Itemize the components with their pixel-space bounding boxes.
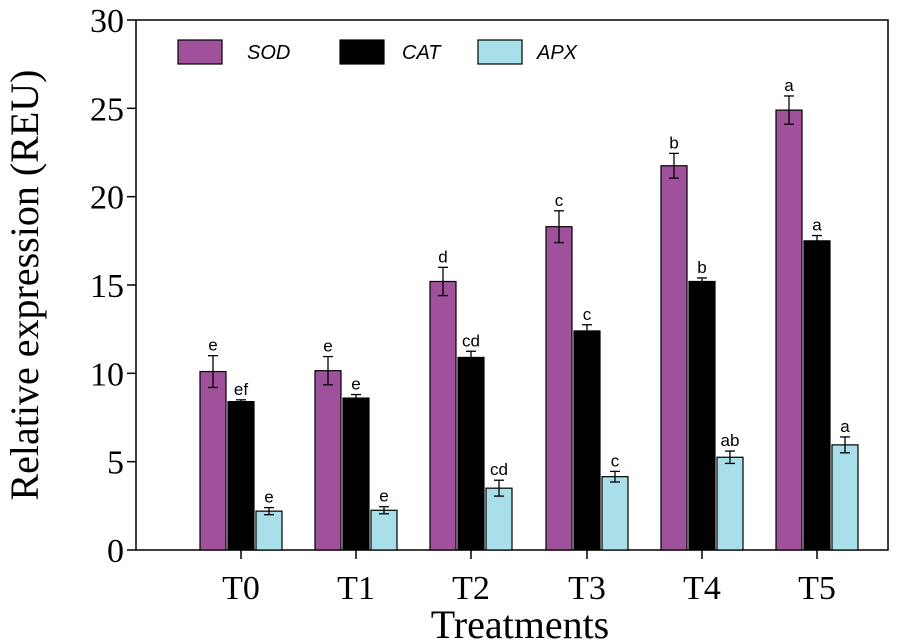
- significance-label: c: [583, 305, 592, 324]
- bar-cat: [688, 280, 716, 551]
- significance-label: c: [611, 451, 620, 470]
- error-bar-apx: [725, 450, 735, 465]
- error-bar-cat: [466, 350, 476, 365]
- x-tick-label: T5: [798, 570, 836, 607]
- y-tick-label: 10: [90, 356, 124, 393]
- significance-label: a: [840, 417, 850, 436]
- legend-label: SOD: [247, 42, 290, 64]
- x-tick-label: T2: [452, 570, 490, 607]
- bar-sod: [545, 226, 573, 551]
- error-bar-sod: [784, 95, 794, 125]
- y-tick-label: 5: [107, 445, 124, 482]
- bar-cat: [573, 330, 601, 551]
- error-bar-sod: [323, 355, 333, 386]
- x-tick-label: T0: [222, 570, 260, 607]
- y-tick-label: 20: [90, 180, 124, 217]
- x-axis-title: Treatments: [431, 602, 610, 643]
- significance-label: e: [264, 488, 273, 507]
- significance-label: cd: [490, 460, 508, 479]
- significance-label: a: [812, 216, 822, 235]
- significance-label: ab: [721, 431, 740, 450]
- error-bar-sod: [554, 210, 564, 244]
- error-bar-cat: [582, 324, 592, 338]
- error-bar-cat: [236, 399, 246, 405]
- bar-apx: [485, 487, 513, 551]
- error-bar-sod: [208, 355, 218, 389]
- bar-apx: [370, 509, 398, 551]
- bar-apx: [831, 444, 859, 551]
- legend-label: APX: [536, 42, 578, 64]
- significance-label: ef: [234, 380, 248, 399]
- bar-sod: [199, 370, 227, 551]
- significance-label: e: [323, 337, 332, 356]
- bar-cat: [342, 397, 370, 551]
- bar-apx: [601, 476, 629, 551]
- bar-sod: [775, 109, 803, 551]
- legend-item-cat: CAT: [339, 39, 442, 65]
- error-bar-apx: [379, 506, 389, 515]
- bar-sod: [314, 370, 342, 551]
- legend-swatch: [177, 39, 223, 65]
- bar-sod: [429, 280, 457, 551]
- y-tick-label: 30: [90, 3, 124, 40]
- significance-label: c: [555, 191, 564, 210]
- significance-label: b: [669, 133, 678, 152]
- error-bar-apx: [610, 470, 620, 483]
- error-bar-cat: [351, 393, 361, 403]
- bar-cat: [457, 356, 485, 551]
- bar-sod: [660, 165, 688, 551]
- y-axis-title: Relative expression (REU): [2, 70, 47, 501]
- y-tick-label: 25: [90, 91, 124, 128]
- x-tick-label: T1: [337, 570, 375, 607]
- y-tick-label: 0: [107, 533, 124, 570]
- legend-swatch: [477, 39, 523, 65]
- significance-label: e: [208, 336, 217, 355]
- y-tick-label: 15: [90, 268, 124, 305]
- significance-label: cd: [462, 331, 480, 350]
- legend-label: CAT: [402, 42, 442, 64]
- x-tick-label: T4: [683, 570, 721, 607]
- significance-label: b: [697, 258, 706, 277]
- error-bar-sod: [669, 152, 679, 179]
- significance-label: e: [351, 375, 360, 394]
- bar-apx: [716, 456, 744, 551]
- error-bar-cat: [812, 234, 822, 247]
- legend-item-apx: APX: [477, 39, 578, 65]
- legend-swatch: [339, 39, 385, 65]
- x-tick-label: T3: [568, 570, 606, 607]
- bar-cat: [803, 240, 831, 551]
- error-bar-apx: [840, 436, 850, 454]
- bar-apx: [255, 510, 283, 551]
- significance-label: d: [438, 247, 447, 266]
- error-bar-apx: [264, 506, 274, 516]
- error-bar-sod: [438, 266, 448, 297]
- error-bar-cat: [697, 277, 707, 286]
- significance-label: e: [379, 487, 388, 506]
- significance-label: a: [784, 76, 794, 95]
- error-bar-apx: [494, 479, 504, 497]
- legend-item-sod: SOD: [177, 39, 290, 65]
- bar-cat: [227, 401, 255, 551]
